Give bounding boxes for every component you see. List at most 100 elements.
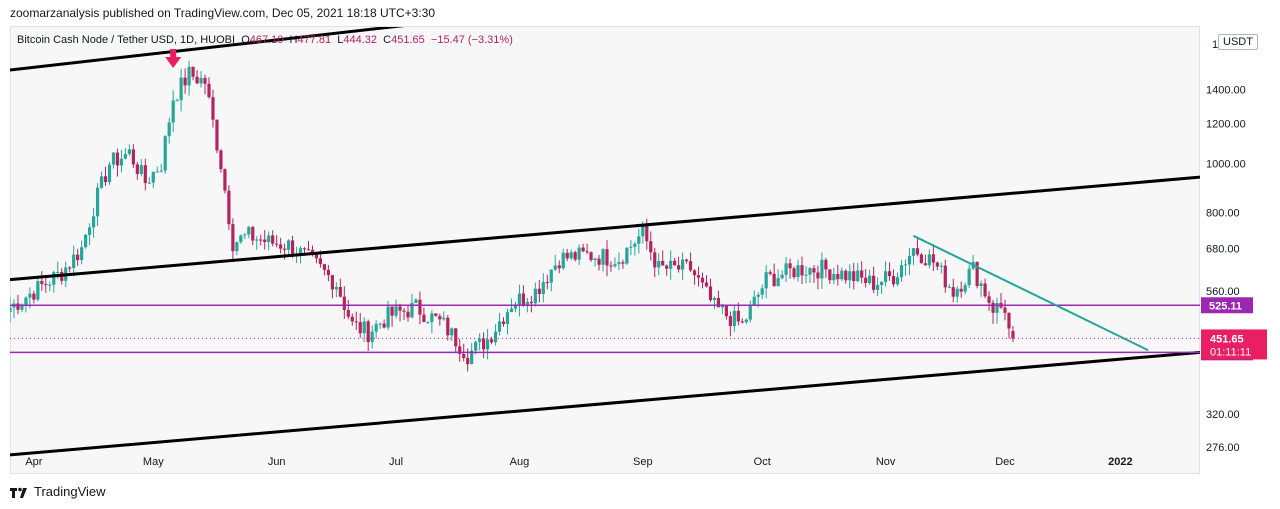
candle-body	[84, 234, 88, 248]
candle-body	[565, 252, 569, 259]
candle-body	[653, 252, 657, 268]
candle-body	[629, 246, 633, 248]
candle-body	[87, 227, 92, 235]
candle-body	[450, 328, 454, 336]
candle-body	[183, 77, 187, 86]
candle-body	[712, 297, 717, 301]
candle-body	[684, 259, 689, 262]
candle-body	[358, 322, 362, 334]
candle-body	[91, 216, 96, 228]
candle-body	[724, 306, 728, 317]
candle-body	[569, 252, 573, 259]
candle-body	[525, 301, 529, 305]
candle-body	[370, 331, 374, 343]
candle-body	[52, 272, 56, 285]
candle-body	[505, 312, 510, 325]
candle-body	[247, 226, 251, 235]
candle-body	[760, 288, 764, 295]
candle-body	[577, 247, 581, 260]
y-tick-label: 560.00	[1206, 286, 1240, 298]
candle-body	[462, 353, 466, 358]
chart-area[interactable]	[10, 26, 1200, 474]
legend-close: 451.65	[391, 34, 425, 46]
legend-symbol: Bitcoin Cash Node / Tether USD, 1D, HUOB…	[17, 34, 236, 46]
marker-arrow-shaft	[170, 49, 177, 57]
candle-body	[780, 274, 784, 279]
candle-body	[338, 286, 342, 297]
candle-body	[836, 274, 840, 280]
candle-body	[378, 323, 382, 325]
candle-body	[362, 321, 366, 334]
candle-body	[159, 170, 163, 172]
candle-body	[856, 270, 860, 282]
tradingview-brand[interactable]: TradingView	[10, 484, 106, 499]
candle-body	[537, 288, 541, 294]
candle-body	[609, 265, 613, 267]
y-tick-label: 800.00	[1206, 208, 1240, 220]
candle-body	[390, 306, 394, 316]
candle-body	[493, 331, 498, 343]
candle-body	[10, 307, 12, 313]
candle-body	[911, 248, 916, 256]
candle-body	[398, 306, 402, 311]
candle-body	[593, 258, 597, 261]
candle-body	[286, 240, 291, 250]
candle-body	[732, 310, 736, 327]
candle-body	[521, 293, 526, 305]
candle-body	[764, 272, 768, 289]
candle-body	[131, 149, 135, 165]
candle-body	[330, 275, 334, 290]
candle-body	[919, 254, 924, 264]
y-tick-label: 1400.00	[1206, 85, 1246, 97]
candle-body	[951, 287, 955, 297]
candle-body	[561, 252, 565, 269]
candle-body	[748, 304, 752, 320]
candle-body	[915, 248, 920, 255]
candle-body	[255, 239, 259, 241]
candle-body	[816, 272, 820, 279]
candle-body	[700, 277, 705, 283]
candle-body	[947, 287, 951, 289]
candle-body	[756, 294, 760, 297]
candle-body	[474, 341, 478, 351]
candle-body	[36, 281, 40, 300]
candle-body	[1011, 331, 1015, 339]
candle-body	[207, 83, 211, 98]
candle-body	[696, 275, 701, 278]
candle-body	[708, 286, 713, 301]
candle-body	[16, 303, 20, 310]
candle-body	[402, 310, 406, 312]
candle-body	[155, 171, 159, 173]
candle-body	[657, 260, 661, 268]
candle-body	[1003, 307, 1007, 313]
candle-body	[290, 240, 295, 256]
candle-body	[334, 286, 338, 290]
candle-body	[127, 149, 131, 154]
candle-body	[167, 122, 171, 137]
candle-body	[716, 297, 721, 308]
price-tag-countdown: 01:11:11	[1210, 346, 1251, 358]
candle-body	[191, 66, 195, 77]
candle-body	[557, 265, 561, 269]
candle-body	[195, 76, 199, 84]
candle-body	[414, 299, 418, 303]
candle-body	[876, 285, 880, 290]
x-tick-label: Jun	[268, 456, 286, 468]
candle-body	[788, 263, 792, 269]
candle-body	[517, 293, 522, 306]
candle-body	[848, 271, 852, 281]
candle-body	[649, 241, 653, 253]
candle-body	[740, 321, 744, 323]
candle-body	[549, 269, 553, 283]
candle-body	[983, 283, 987, 297]
candle-body	[199, 77, 203, 84]
candle-body	[171, 100, 175, 123]
candle-body	[605, 249, 609, 266]
currency-button[interactable]: USDT	[1218, 34, 1258, 50]
candle-body	[880, 282, 884, 286]
candle-body	[32, 293, 36, 300]
channel-line	[10, 350, 1200, 457]
candle-body	[482, 338, 486, 350]
candle-body	[529, 301, 533, 304]
